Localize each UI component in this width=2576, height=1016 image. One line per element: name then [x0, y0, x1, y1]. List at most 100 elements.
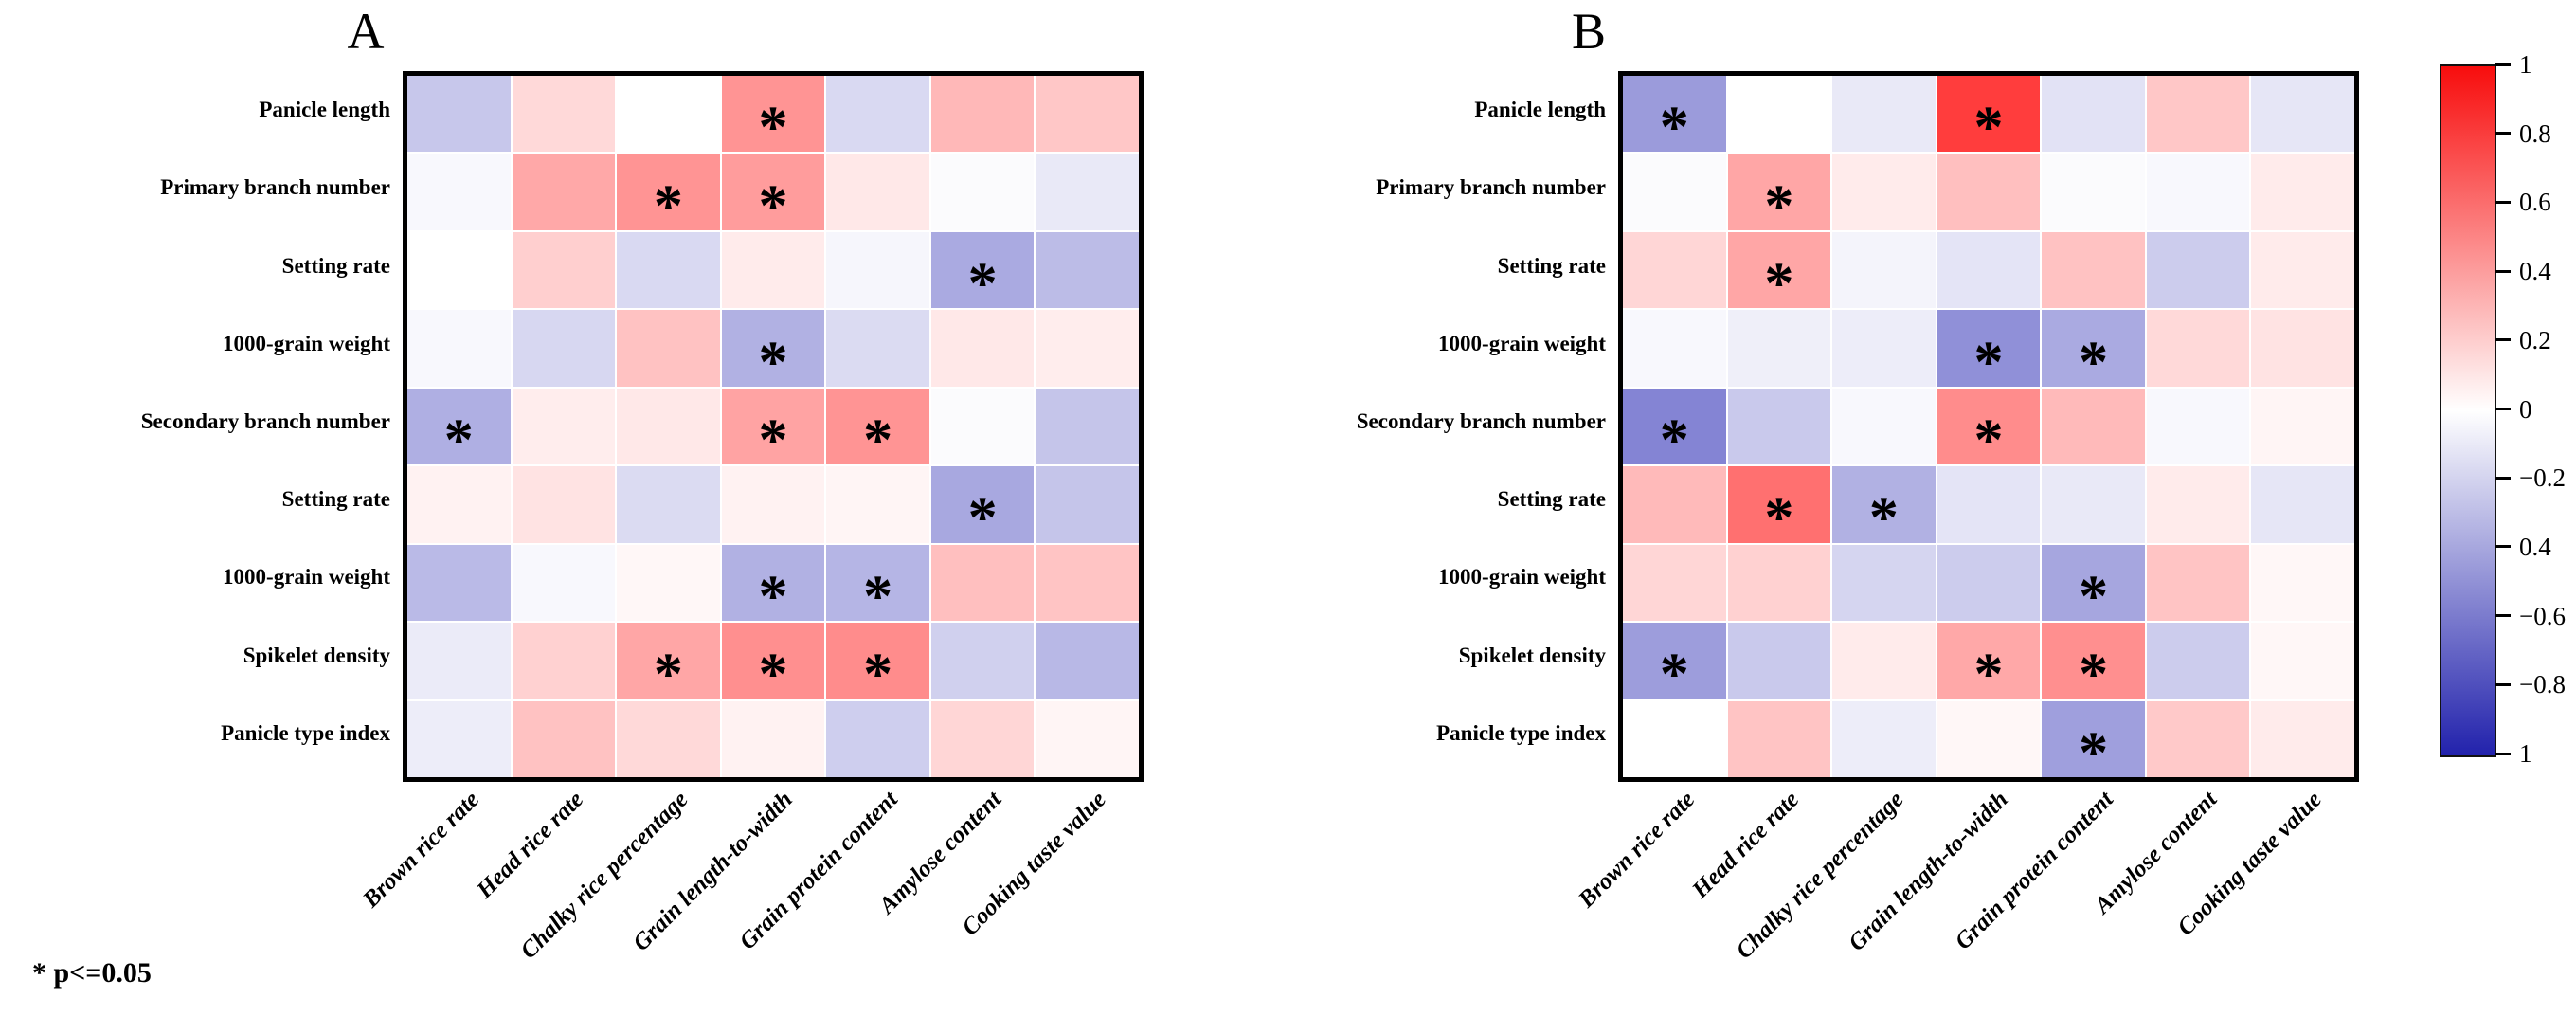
significance-asterisk: * [1973, 642, 2004, 707]
heatmap-cell [2251, 623, 2354, 699]
colorbar-tick-label: 0.4 [2519, 257, 2551, 286]
heatmap-cell [1832, 154, 1936, 230]
heatmap-cell [512, 76, 616, 153]
significance-asterisk: * [2079, 329, 2109, 394]
heatmap-cell: * [2042, 310, 2145, 391]
colorbar-tick-label: 1 [2519, 739, 2532, 768]
significance-asterisk: * [443, 408, 474, 473]
heatmap-cell [617, 231, 720, 309]
heatmap-cell: * [826, 544, 929, 626]
heatmap-cell [2251, 154, 2354, 230]
heatmap-cell [2146, 310, 2250, 387]
heatmap-cell [1937, 231, 2041, 309]
heatmap-cell: * [1937, 623, 2041, 704]
heatmap-cell: * [930, 231, 1035, 313]
heatmap-cell: * [721, 154, 825, 235]
colorbar-tick-label: 0.4 [2519, 532, 2551, 561]
row-label: Primary branch number [160, 175, 390, 200]
heatmap-cell [1937, 466, 2041, 543]
heatmap-cell [1036, 623, 1139, 699]
heatmap-cell [930, 310, 1035, 387]
heatmap-cell [721, 231, 825, 309]
heatmap-cell [1727, 544, 1831, 622]
significance-asterisk: * [758, 642, 788, 707]
significance-asterisk: * [1659, 408, 1689, 473]
heatmap-cell [617, 700, 720, 777]
significance-asterisk: * [863, 408, 893, 473]
heatmap-cell: * [721, 76, 825, 156]
heatmap-cell [2146, 700, 2250, 777]
heatmap-cell [2042, 76, 2145, 153]
heatmap-cell: * [721, 623, 825, 704]
heatmap-cell [1832, 310, 1936, 387]
heatmap-cell: * [1937, 388, 2041, 469]
heatmap-cell [1623, 231, 1726, 309]
heatmap-cell [1832, 388, 1936, 465]
heatmap-cell [2146, 231, 2250, 309]
heatmap-cell [407, 154, 511, 230]
colorbar-tick [2495, 200, 2511, 204]
significance-asterisk: * [758, 172, 788, 238]
colorbar-tick-label: 1 [2519, 50, 2532, 79]
heatmap-cell [1036, 154, 1139, 230]
colorbar-tick-label: −0.8 [2519, 670, 2566, 699]
heatmap-cell [2146, 76, 2250, 153]
row-label: 1000-grain weight [223, 331, 390, 355]
heatmap-cell [512, 544, 616, 622]
significance-asterisk: * [653, 642, 683, 707]
heatmap-cell [407, 310, 511, 387]
heatmap-cell [512, 231, 616, 309]
significance-asterisk: * [967, 485, 998, 551]
significance-asterisk: * [758, 329, 788, 394]
colorbar-tick [2495, 63, 2511, 66]
significance-asterisk: * [863, 564, 893, 629]
heatmap-cell [2042, 154, 2145, 230]
significance-asterisk: * [1973, 408, 2004, 473]
colorbar-gradient [2440, 64, 2496, 757]
heatmap-cell: * [721, 310, 825, 391]
colorbar-tick-label: −0.2 [2519, 463, 2566, 493]
heatmap-cell [2146, 154, 2250, 230]
heatmap-cell [1036, 231, 1139, 309]
heatmap-cell [930, 623, 1035, 699]
heatmap-cell: * [617, 154, 720, 235]
colorbar-tick-label: 0.8 [2519, 118, 2551, 148]
heatmap-cell [1727, 623, 1831, 699]
heatmap-cell [1727, 310, 1831, 387]
heatmap-cell: * [407, 388, 511, 469]
row-label: Setting rate [281, 253, 390, 278]
heatmap-cell [2251, 231, 2354, 309]
heatmap-cell: * [1623, 388, 1726, 469]
heatmap-cell [617, 310, 720, 387]
significance-asterisk: * [1973, 329, 2004, 394]
colorbar-tick [2495, 338, 2511, 342]
heatmap-cell [2042, 466, 2145, 543]
heatmap-cell [2146, 544, 2250, 622]
heatmap-cell [2251, 544, 2354, 622]
significance-asterisk: * [2079, 564, 2109, 629]
heatmap-cell [1832, 623, 1936, 699]
heatmap-cell [1832, 544, 1936, 622]
heatmap-cell: * [721, 388, 825, 469]
column-label: Brown rice rate [1574, 787, 1701, 914]
significance-asterisk: * [758, 408, 788, 473]
heatmap-cell [407, 544, 511, 622]
row-label: Setting rate [281, 487, 390, 512]
significance-asterisk: * [1659, 95, 1689, 160]
significance-asterisk: * [2079, 642, 2109, 707]
heatmap-cell [617, 76, 720, 153]
heatmap-cell [512, 700, 616, 777]
significance-asterisk: * [1659, 642, 1689, 707]
panel-b-title: B [1571, 3, 1607, 60]
colorbar-tick-label: −0.6 [2519, 601, 2566, 630]
row-label: Panicle type index [221, 720, 390, 745]
colorbar-tick-label: 0.2 [2519, 325, 2551, 354]
heatmap-cell: * [1727, 466, 1831, 548]
heatmap-cell [512, 466, 616, 543]
heatmap-cell [1623, 466, 1726, 543]
row-label: Panicle length [259, 98, 390, 122]
heatmap-cell: * [2042, 623, 2145, 704]
significance-note: * p<=0.05 [32, 957, 152, 989]
heatmap-cell [1036, 544, 1139, 622]
heatmap-cell: * [1727, 231, 1831, 313]
